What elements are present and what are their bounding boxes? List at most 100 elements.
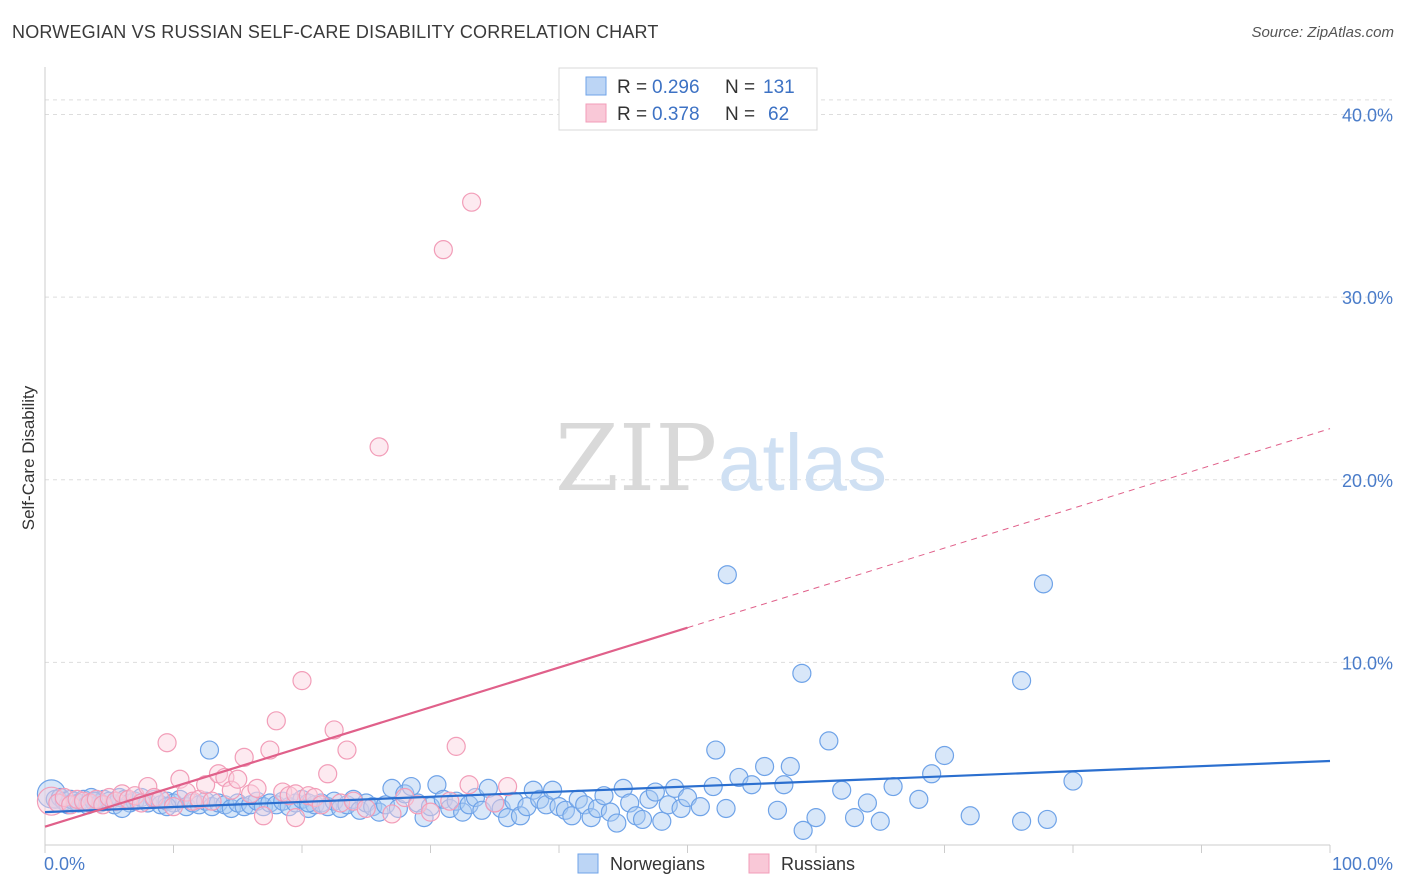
russian-point-39 bbox=[292, 671, 312, 691]
legend-r-value-2: 0.378 bbox=[652, 104, 700, 125]
norwegian-point-100 bbox=[639, 789, 659, 809]
russian-point-57 bbox=[459, 775, 479, 795]
russian-point-32 bbox=[247, 778, 267, 798]
russian-point-54 bbox=[433, 240, 453, 260]
russian-point-24 bbox=[196, 775, 216, 795]
russian-point-49 bbox=[369, 437, 389, 457]
legend-r-value-1: 0.296 bbox=[652, 77, 700, 98]
norwegian-point-98 bbox=[626, 806, 646, 826]
russian-point-53 bbox=[420, 802, 441, 822]
russian-point-44 bbox=[324, 720, 344, 740]
norwegian-point-127 bbox=[960, 806, 980, 826]
russian-point-60 bbox=[498, 776, 518, 797]
y-tick-label-3: 40.0% bbox=[1342, 106, 1393, 126]
russian-trend-extension bbox=[687, 428, 1331, 629]
norwegian-point-107 bbox=[690, 797, 710, 817]
watermark: ZIP atlas bbox=[555, 405, 887, 512]
norwegian-point-118 bbox=[819, 731, 839, 751]
norwegian-point-103 bbox=[658, 795, 678, 815]
russian-point-46 bbox=[337, 740, 357, 760]
russian-point-59 bbox=[485, 793, 505, 813]
norwegian-point-69 bbox=[440, 798, 460, 819]
bottom-legend: Norwegians Russians bbox=[577, 853, 855, 874]
russian-point-48 bbox=[356, 798, 376, 819]
x-tick-labels: 0.0% 100.0% bbox=[44, 854, 1393, 874]
russian-point-35 bbox=[266, 711, 286, 731]
legend-n-label-1: N = bbox=[725, 77, 755, 98]
norwegian-point-130 bbox=[1063, 771, 1083, 791]
bottom-label-russians: Russians bbox=[781, 854, 855, 874]
y-axis-label: Self-Care Disability bbox=[19, 385, 38, 530]
russian-point-56 bbox=[446, 736, 466, 756]
russian-point-33 bbox=[253, 806, 274, 826]
norwegian-point-105 bbox=[671, 798, 691, 819]
legend-n-value-1: 131 bbox=[763, 77, 795, 98]
norwegian-point-126 bbox=[934, 745, 955, 766]
y-tick-label-1: 20.0% bbox=[1342, 471, 1393, 491]
norwegian-point-136 bbox=[199, 740, 220, 760]
norwegian-point-99 bbox=[632, 809, 653, 830]
x-tick-label-0: 0.0% bbox=[44, 854, 85, 874]
russian-point-42 bbox=[311, 795, 331, 815]
y-tick-label-2: 30.0% bbox=[1342, 288, 1393, 308]
norwegian-point-123 bbox=[883, 776, 903, 797]
axes bbox=[44, 67, 1331, 853]
chart-title: NORWEGIAN VS RUSSIAN SELF-CARE DISABILIT… bbox=[12, 22, 659, 42]
bottom-swatch-norwegians bbox=[577, 853, 599, 874]
russian-point-37 bbox=[279, 786, 299, 806]
russian-points bbox=[36, 192, 518, 828]
legend-swatch-norwegian bbox=[585, 76, 607, 96]
legend-r-label-1: R = bbox=[617, 77, 647, 98]
norwegian-point-128 bbox=[1011, 811, 1032, 831]
russian-point-58 bbox=[462, 192, 482, 212]
source-credit: Source: ZipAtlas.com bbox=[1251, 24, 1394, 41]
norwegian-point-95 bbox=[607, 813, 627, 833]
russian-point-25 bbox=[202, 791, 222, 811]
trend-lines bbox=[44, 428, 1331, 828]
top-legend: R = 0.296 N = 131 R = 0.378 N = 62 bbox=[558, 67, 818, 131]
russian-point-29 bbox=[228, 769, 248, 789]
watermark-zip: ZIP bbox=[555, 405, 717, 512]
bottom-swatch-russians bbox=[748, 853, 770, 874]
norwegian-point-112 bbox=[754, 756, 775, 777]
norwegian-trend-line bbox=[44, 759, 1331, 814]
norwegian-point-71 bbox=[453, 802, 473, 822]
y-tick-labels: 10.0% 20.0% 30.0% 40.0% bbox=[1342, 106, 1393, 674]
norwegian-point-63 bbox=[401, 776, 421, 797]
russian-point-16 bbox=[144, 787, 164, 808]
norwegian-point-124 bbox=[909, 789, 929, 809]
norwegian-point-117 bbox=[806, 808, 826, 828]
norwegian-point-132 bbox=[717, 565, 737, 585]
norwegian-point-129 bbox=[1037, 809, 1057, 830]
norwegian-point-121 bbox=[857, 793, 878, 813]
russian-point-4 bbox=[67, 789, 87, 809]
norwegian-point-133 bbox=[792, 663, 812, 683]
norwegian-point-114 bbox=[774, 775, 794, 795]
norwegian-point-131 bbox=[706, 740, 726, 760]
watermark-atlas: atlas bbox=[718, 418, 887, 507]
norwegian-point-109 bbox=[716, 798, 736, 819]
legend-r-label-2: R = bbox=[617, 104, 647, 125]
legend-n-label-2: N = bbox=[725, 104, 755, 125]
norwegian-point-102 bbox=[652, 811, 672, 831]
russian-point-28 bbox=[221, 780, 241, 800]
legend-n-value-2: 62 bbox=[768, 104, 789, 125]
legend-swatch-russian bbox=[585, 103, 607, 123]
norwegian-point-120 bbox=[844, 808, 865, 828]
russian-point-50 bbox=[382, 804, 402, 824]
russian-point-30 bbox=[234, 747, 254, 767]
norwegian-point-122 bbox=[870, 811, 890, 831]
russian-point-18 bbox=[157, 733, 177, 753]
russian-point-43 bbox=[318, 764, 338, 784]
norwegian-point-134 bbox=[1011, 671, 1032, 691]
y-tick-label-0: 10.0% bbox=[1342, 653, 1393, 673]
norwegian-point-125 bbox=[922, 764, 942, 784]
norwegian-point-135 bbox=[1033, 574, 1054, 594]
norwegian-point-85 bbox=[542, 780, 563, 800]
x-tick-label-1: 100.0% bbox=[1332, 854, 1393, 874]
norwegian-point-115 bbox=[780, 756, 800, 777]
bottom-label-norwegians: Norwegians bbox=[610, 854, 705, 874]
norwegian-point-116 bbox=[793, 820, 813, 840]
norwegian-point-93 bbox=[594, 786, 614, 806]
